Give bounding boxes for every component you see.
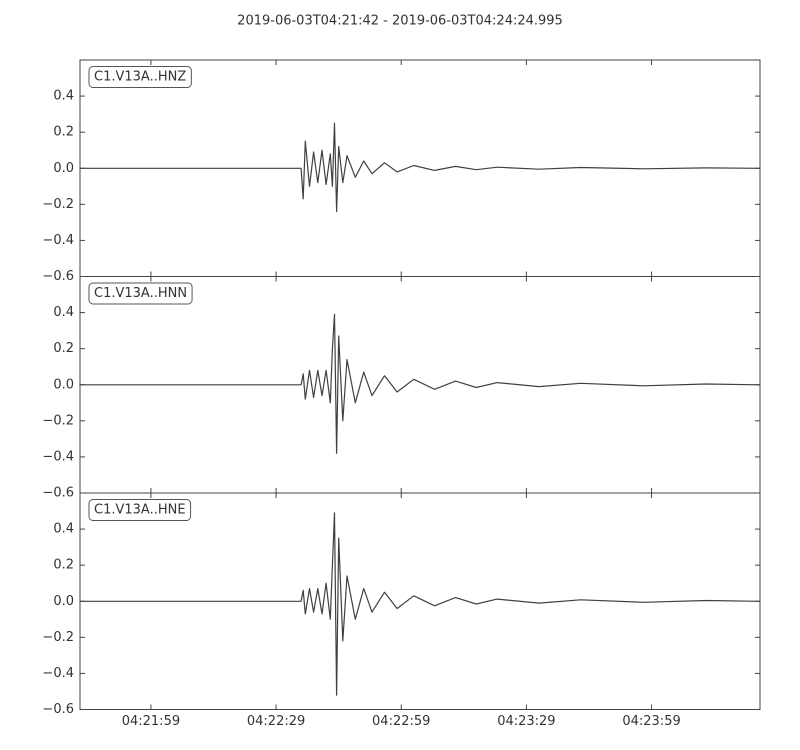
trace-label-box [88, 66, 192, 88]
x-tick-label: 04:21:59 [122, 714, 180, 729]
x-tick-label: 04:22:29 [247, 714, 305, 729]
x-tick-label: 04:23:59 [622, 714, 680, 729]
y-tick-label: 0.2 [53, 125, 74, 140]
trace-label: C1.V13A..HNE [88, 499, 192, 521]
trace-label: C1.V13A..HNN [88, 282, 193, 305]
y-tick-label: 0.0 [53, 594, 74, 609]
y-tick-label: −0.2 [42, 630, 74, 645]
trace-label-box [88, 282, 193, 305]
chart-title: 2019-06-03T04:21:42 - 2019-06-03T04:24:2… [237, 14, 563, 29]
x-tick-label: 04:23:29 [497, 714, 555, 729]
y-tick-label: −0.6 [42, 486, 74, 501]
y-tick-label: 0.4 [53, 89, 74, 104]
trace-label-text: C1.V13A..HNZ [94, 70, 186, 85]
trace-label: C1.V13A..HNZ [88, 66, 192, 88]
y-tick-label: −0.2 [42, 197, 74, 212]
y-tick-label: 0.0 [53, 161, 74, 176]
trace-label-text: C1.V13A..HNN [94, 286, 187, 301]
trace-label-text: C1.V13A..HNE [94, 503, 186, 518]
trace [80, 313, 761, 454]
y-tick-label: −0.6 [42, 702, 74, 717]
y-tick-label: −0.4 [42, 449, 74, 464]
y-tick-label: −0.4 [42, 666, 74, 681]
y-tick-label: 0.2 [53, 558, 74, 573]
y-tick-label: −0.2 [42, 413, 74, 428]
y-tick-label: 0.4 [53, 522, 74, 537]
y-tick-label: 0.0 [53, 377, 74, 392]
y-tick-label: 0.2 [53, 341, 74, 356]
y-tick-label: −0.4 [42, 233, 74, 248]
x-tick-label: 04:22:59 [372, 714, 430, 729]
y-tick-label: −0.6 [42, 269, 74, 284]
trace-label-box [88, 499, 192, 521]
trace [80, 512, 761, 696]
y-tick-label: 0.4 [53, 305, 74, 320]
trace [80, 122, 761, 213]
